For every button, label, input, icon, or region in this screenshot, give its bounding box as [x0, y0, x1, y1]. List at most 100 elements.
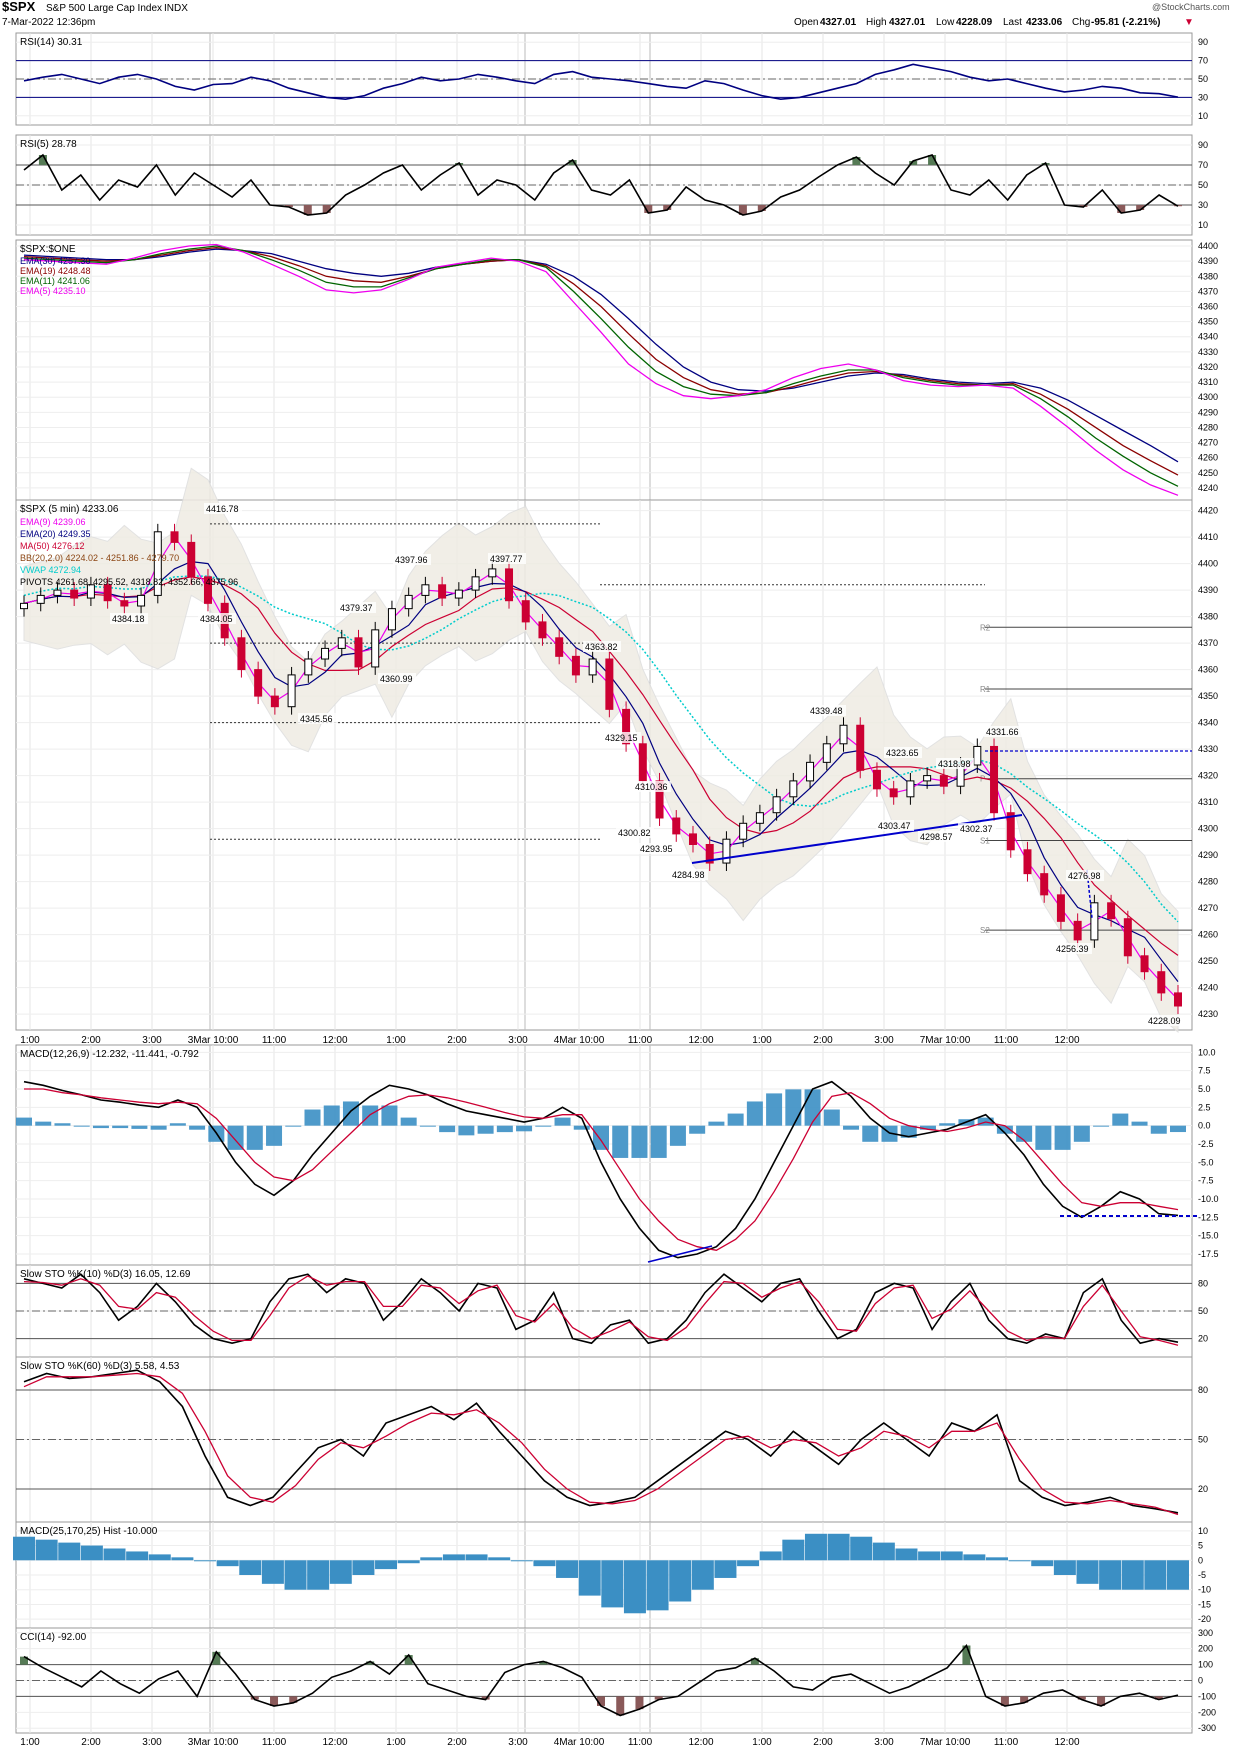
y-tick-label: 80 [1198, 1278, 1208, 1288]
y-tick-label: -10 [1198, 1585, 1211, 1595]
histogram-bar [80, 1545, 103, 1561]
histogram-bar [623, 1560, 646, 1614]
series-line [24, 1088, 1179, 1251]
y-tick-label: -2.5 [1198, 1139, 1214, 1149]
histogram-bar [285, 1125, 302, 1127]
y-tick-label: -10.0 [1198, 1194, 1219, 1204]
price-annotation: 4379.37 [340, 603, 373, 613]
histogram-bar [985, 1557, 1008, 1561]
candle-body [153, 531, 162, 596]
histogram-bar [1167, 1560, 1189, 1590]
annotation-bg [670, 869, 708, 880]
histogram-bar [612, 1125, 629, 1158]
histogram-bar [1016, 1125, 1033, 1142]
histogram-bar [996, 1125, 1013, 1134]
candle-body [137, 594, 146, 607]
histogram-bar [73, 1125, 90, 1127]
candle-body [672, 817, 681, 835]
price-annotation: 4329.15 [605, 733, 638, 743]
chart-macd_25_170_25: 10 5 0 -5 -10 -15 -20 MACD(25,170,25) Hist -10.… [13, 1526, 1211, 1624]
oversold-fill [1117, 205, 1126, 213]
histogram-bar [631, 1125, 648, 1158]
y-tick-label: 4350 [1198, 691, 1218, 701]
x-tick-label: 1:00 [752, 1737, 772, 1747]
annotation-bg [918, 831, 956, 842]
chart-header: $SPX S&P 500 Large Cap Index INDX 7-Mar-… [0, 0, 1240, 30]
panel-ema [15, 239, 1193, 501]
x-tick-label: 2:00 [81, 1035, 101, 1046]
histogram-bar [939, 1123, 956, 1126]
oversold-fill [303, 205, 312, 215]
legend-entry: MA(50) 4276.12 [20, 541, 85, 551]
histogram-bar [535, 1125, 552, 1127]
y-tick-label: 50 [1198, 74, 1208, 84]
histogram-bar [194, 1560, 217, 1562]
y-tick-label: 4380 [1198, 271, 1218, 281]
price-annotation: 4331.66 [986, 727, 1019, 737]
candle-body [53, 589, 62, 596]
candle-body [337, 637, 346, 649]
x-tick-label: 2:00 [447, 1737, 467, 1747]
price-annotation: 4384.05 [200, 614, 233, 624]
histogram-bar [16, 1117, 32, 1126]
histogram-bar [759, 1551, 782, 1561]
candle-body [421, 584, 430, 596]
histogram-bar [823, 1109, 840, 1126]
histogram-bar [850, 1536, 873, 1561]
chart-rsi14: 90 70 50 30 10 RSI(14) 30.31 [16, 37, 1208, 121]
oversold-fill [757, 205, 766, 211]
histogram-bar [804, 1533, 827, 1561]
oversold-fill [1000, 1696, 1009, 1706]
candle-body [438, 584, 447, 599]
panel-title: Slow STO %K(60) %D(3) 5.58, 4.53 [20, 1361, 180, 1372]
symbol: $SPX [2, 0, 36, 14]
oversold-fill [635, 1696, 644, 1710]
legend-entry: BB(20,2.0) 4224.02 - 4251.86 - 4279.70 [20, 553, 179, 563]
series-line [23, 1275, 1179, 1346]
series-line [23, 1372, 1179, 1516]
x-tick-label: 1:00 [386, 1035, 406, 1046]
candle-body [103, 584, 112, 602]
panel-title: $SPX (5 min) 4233.06 [20, 504, 119, 515]
histogram-bar [900, 1125, 917, 1138]
histogram-bar [103, 1548, 126, 1561]
y-tick-label: 50 [1198, 1435, 1208, 1445]
histogram-bar [342, 1101, 359, 1126]
candle-body [1090, 902, 1099, 941]
y-tick-label: 4420 [1198, 506, 1218, 516]
price-annotation: 4228.09 [1148, 1016, 1181, 1026]
histogram-bar [1053, 1560, 1076, 1575]
y-tick-label: 4380 [1198, 612, 1218, 622]
candle-body [488, 568, 497, 578]
candle-body [20, 602, 28, 610]
x-tick-label: 4Mar 10:00 [554, 1035, 605, 1046]
histogram-bar [420, 1557, 443, 1561]
candle-body [1073, 920, 1082, 941]
candle-body [237, 637, 246, 671]
histogram-bar [1008, 1560, 1031, 1562]
histogram-bar [1112, 1113, 1129, 1126]
price-annotation: 4303.47 [878, 821, 911, 831]
x-tick-label: 12:00 [1054, 1035, 1079, 1046]
legend-entry: EMA(30) 4257.30 [20, 256, 91, 266]
histogram-bar [578, 1560, 601, 1596]
overbought-fill [852, 157, 861, 165]
histogram-bar [516, 1125, 533, 1132]
candle-body [1006, 812, 1015, 851]
histogram-bar [284, 1560, 307, 1590]
histogram-bar [669, 1125, 686, 1146]
y-tick-label: 90 [1198, 37, 1208, 47]
price-annotation: 4323.65 [886, 748, 919, 758]
annotation-bg [488, 553, 526, 564]
oversold-fill [322, 205, 331, 213]
candle-body [990, 745, 999, 814]
candle-body [923, 775, 932, 782]
histogram-bar [533, 1560, 556, 1567]
y-tick-label: 300 [1198, 1628, 1213, 1638]
candle-body [254, 669, 263, 697]
histogram-bar [554, 1117, 571, 1126]
histogram-bar [895, 1548, 918, 1561]
histogram-bar [54, 1123, 71, 1126]
price-annotation: 4397.77 [490, 554, 523, 564]
price-annotation: 4302.37 [960, 824, 993, 834]
